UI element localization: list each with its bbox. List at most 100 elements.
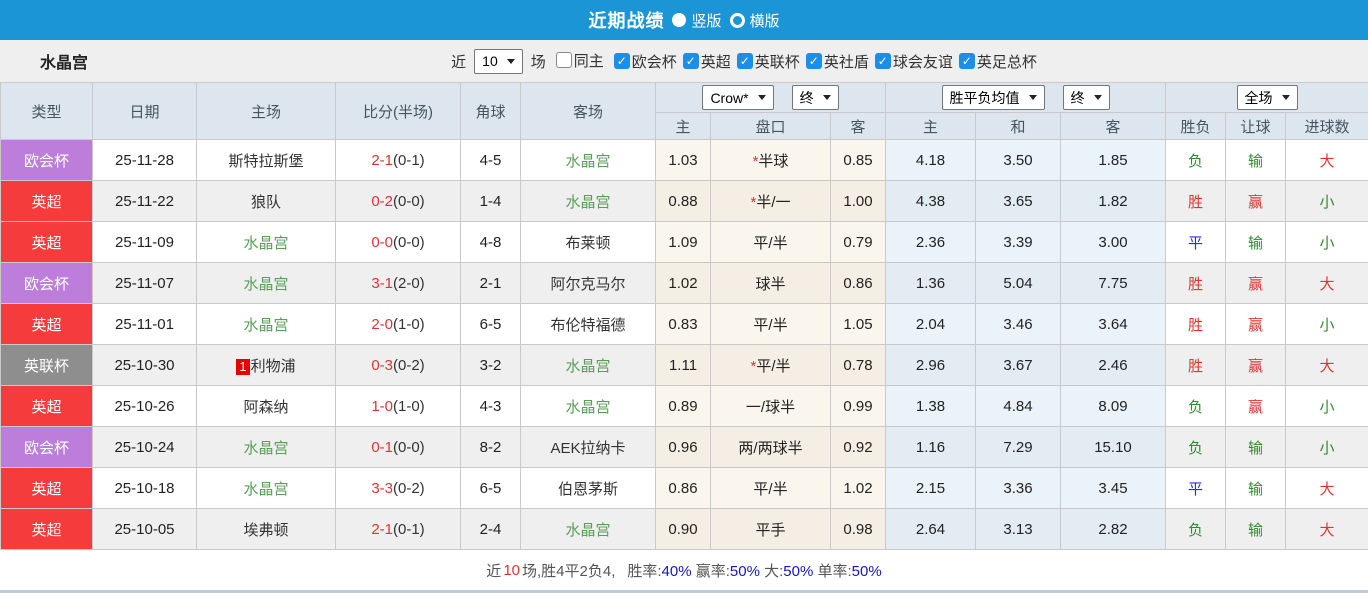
team-link[interactable]: 布伦特福德 [550, 316, 626, 334]
away-team-cell: 伯恩茅斯 [520, 467, 656, 509]
team-link[interactable]: 水晶宫 [243, 234, 289, 252]
avg-time-value: 终 [1070, 89, 1085, 106]
match-row: 英超 25-11-01 水晶宫 2-0(1-0) 6-5 布伦特福德 0.83 平/半 1.05… [0, 303, 1368, 345]
handicap-value: 半/一 [756, 193, 791, 211]
team-link[interactable]: 斯特拉斯堡 [228, 152, 304, 170]
team-link[interactable]: 水晶宫 [243, 275, 289, 293]
match-date: 25-11-01 [92, 303, 197, 345]
away-team-cell: 水晶宫 [520, 344, 656, 386]
col-handicap-result: 让球 [1225, 112, 1286, 140]
bottom-divider [0, 590, 1368, 593]
fulltime-score: 3-3 [371, 479, 393, 497]
scope-select[interactable]: 全场 [1236, 85, 1298, 110]
competition-checkbox[interactable]: ✓ 英超 [682, 51, 731, 72]
corner-cell: 1-4 [460, 180, 521, 222]
league-type-badge: 英联杯 [0, 344, 93, 386]
halftime-score: (0-1) [393, 151, 425, 169]
col-result: 胜负 [1165, 112, 1226, 140]
chevron-down-icon [1028, 95, 1037, 100]
team-link[interactable]: 水晶宫 [565, 398, 611, 416]
team-link[interactable]: 水晶宫 [565, 193, 611, 211]
team-link[interactable]: 水晶宫 [243, 480, 289, 498]
avg-time-select[interactable]: 终 [1062, 85, 1110, 110]
results-table: 类型 日期 主场 比分(半场) 角球 客场 Crow* 终 [0, 82, 1368, 550]
match-count-select[interactable]: 10 [474, 48, 523, 74]
odds-time-select[interactable]: 终 [791, 85, 839, 110]
result-cell: 负 [1165, 508, 1226, 550]
panel-title: 近期战绩 [588, 11, 665, 31]
checkbox-icon[interactable]: ✓ [958, 53, 975, 69]
goals-result-cell: 小 [1284, 180, 1368, 222]
team-link[interactable]: 水晶宫 [243, 316, 289, 334]
competition-checkbox[interactable]: ✓ 英社盾 [805, 51, 869, 72]
odds-company-value: Crow* [710, 89, 749, 106]
score-cell: 0-2(0-0) [335, 180, 461, 222]
same-home-slot: 同主 [550, 50, 604, 73]
halftime-score: (2-0) [393, 274, 425, 292]
avg-home-odds: 4.18 [885, 139, 976, 181]
team-link[interactable]: 布莱顿 [565, 234, 611, 252]
corner-cell: 4-5 [460, 139, 521, 181]
team-link[interactable]: 水晶宫 [565, 357, 611, 375]
same-home-checkbox[interactable]: 同主 [555, 50, 604, 71]
handicap-away-odds: 0.86 [830, 262, 886, 304]
corner-cell: 3-2 [460, 344, 521, 386]
competition-checkbox[interactable]: ✓ 欧会杯 [613, 51, 677, 72]
avg-draw-odds: 7.29 [975, 426, 1061, 468]
odds-company-select[interactable]: Crow* [702, 85, 774, 110]
team-link[interactable]: 伯恩茅斯 [557, 480, 618, 498]
team-link[interactable]: AEK拉纳卡 [550, 439, 626, 457]
layout-option-horizontal[interactable]: 横版 [729, 10, 780, 31]
team-link[interactable]: 埃弗顿 [243, 521, 289, 539]
col-avg-home: 主 [885, 112, 976, 140]
near-label: 近 [451, 53, 467, 71]
checkbox-icon[interactable] [555, 52, 572, 69]
radio-selected-icon[interactable] [672, 13, 687, 27]
competition-checkbox[interactable]: ✓ 英足总杯 [958, 51, 1037, 72]
col-score: 比分(半场) [335, 82, 461, 140]
team-link[interactable]: 水晶宫 [565, 152, 611, 170]
team-link[interactable]: 狼队 [250, 193, 281, 211]
handicap-result-cell: 赢 [1225, 344, 1286, 386]
away-team-cell: AEK拉纳卡 [520, 426, 656, 468]
team-link[interactable]: 利物浦 [250, 357, 296, 375]
fulltime-score: 0-3 [371, 356, 393, 374]
chevron-down-icon [822, 95, 831, 100]
checkbox-label: 同主 [573, 52, 604, 70]
handicap-result-cell: 输 [1225, 467, 1286, 509]
goals-result-cell: 小 [1284, 303, 1368, 345]
home-team-cell: 水晶宫 [196, 426, 336, 468]
checkbox-icon[interactable]: ✓ [682, 53, 699, 69]
competition-checkbox[interactable]: ✓ 英联杯 [736, 51, 800, 72]
radio-unselected-icon[interactable] [729, 12, 745, 28]
goals-result-cell: 小 [1284, 426, 1368, 468]
team-link[interactable]: 水晶宫 [243, 439, 289, 457]
league-type-badge: 英超 [0, 467, 93, 509]
chevron-down-icon [506, 58, 515, 64]
avg-away-odds: 3.64 [1060, 303, 1166, 345]
corner-cell: 2-1 [460, 262, 521, 304]
match-date: 25-10-05 [92, 508, 197, 550]
odds-company-group: Crow* 终 [655, 82, 886, 113]
team-link[interactable]: 阿尔克马尔 [550, 275, 626, 293]
checkbox-icon[interactable]: ✓ [805, 53, 822, 69]
home-team-cell: 狼队 [196, 180, 336, 222]
team-link[interactable]: 水晶宫 [565, 521, 611, 539]
handicap-cell: *平/半 [710, 344, 831, 386]
avg-odds-select[interactable]: 胜平负均值 [941, 85, 1045, 110]
footer-summary: 场,胜4平2负4, [522, 562, 616, 580]
team-link[interactable]: 阿森纳 [243, 398, 289, 416]
checkbox-icon[interactable]: ✓ [613, 53, 630, 69]
handicap-home-odds: 0.96 [655, 426, 711, 468]
handicap-home-odds: 1.03 [655, 139, 711, 181]
layout-option-vertical[interactable]: 竖版 [672, 10, 722, 31]
checkbox-label: 球会友谊 [892, 53, 953, 71]
scope-group: 全场 [1164, 82, 1368, 113]
home-team-cell: 水晶宫 [196, 262, 336, 304]
checkbox-icon[interactable]: ✓ [874, 53, 891, 69]
score-cell: 0-1(0-0) [335, 426, 461, 468]
competition-checkbox[interactable]: ✓ 球会友谊 [874, 51, 953, 72]
checkbox-icon[interactable]: ✓ [736, 53, 753, 69]
checkbox-label: 英联杯 [754, 53, 800, 71]
